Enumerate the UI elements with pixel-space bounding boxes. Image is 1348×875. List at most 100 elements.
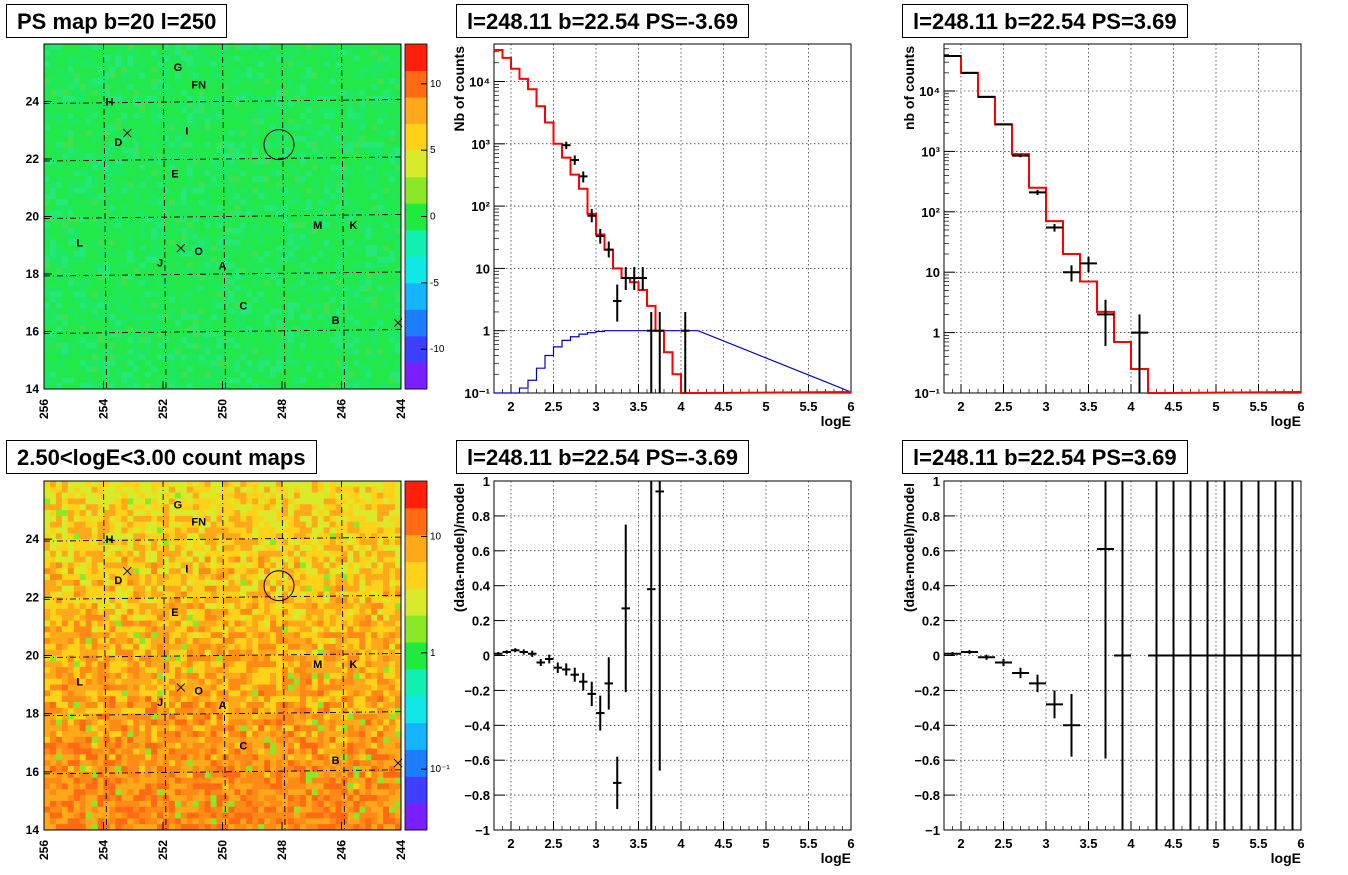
heatmap-cell — [329, 297, 336, 304]
heatmap-cell — [228, 118, 235, 125]
heatmap-cell — [359, 245, 366, 252]
heatmap-cell — [168, 228, 176, 235]
heatmap-cell — [365, 297, 372, 304]
heatmap-cell — [67, 141, 75, 148]
heatmap-cell — [347, 308, 354, 315]
heatmap-cell — [252, 136, 259, 143]
heatmap-cell — [55, 544, 63, 552]
heatmap-cell — [293, 562, 301, 569]
heatmap-cell — [79, 107, 87, 114]
heatmap-cell — [305, 147, 313, 154]
heatmap-cell — [228, 504, 235, 511]
heatmap-cell — [139, 170, 146, 177]
heatmap-cell — [55, 481, 63, 488]
heatmap-cell — [276, 486, 283, 494]
heatmap-cell — [79, 67, 87, 74]
heatmap-cell — [55, 118, 63, 125]
heatmap-cell — [311, 170, 319, 177]
heatmap-cell — [109, 141, 116, 148]
heatmap-cell — [317, 262, 325, 269]
heatmap-cell — [287, 187, 295, 194]
heatmap-cell — [151, 544, 158, 552]
heatmap-cell — [163, 49, 170, 56]
heatmap-cell — [341, 199, 348, 206]
heatmap-cell — [222, 170, 229, 177]
heatmap-cell — [186, 72, 194, 79]
heatmap-cell — [174, 544, 182, 552]
heatmap-cell — [270, 90, 277, 97]
heatmap-cell — [192, 101, 200, 108]
heatmap-cell — [234, 579, 241, 587]
heatmap-cell — [127, 130, 134, 137]
heatmap-cell — [216, 78, 223, 85]
heatmap-cell — [133, 210, 140, 217]
heatmap-cell — [287, 585, 295, 592]
heatmap-cell — [311, 216, 319, 223]
heatmap-cell — [145, 205, 152, 212]
heatmap-cell — [383, 274, 390, 281]
heatmap-cell — [163, 78, 170, 85]
heatmap-cell — [371, 325, 378, 332]
heatmap-cell — [240, 337, 247, 344]
heatmap-cell — [163, 141, 170, 148]
heatmap-cell — [67, 302, 75, 309]
heatmap-cell — [198, 504, 206, 511]
heatmap-cell — [276, 285, 283, 292]
heatmap-cell — [353, 256, 360, 263]
heatmap-cell — [252, 141, 259, 148]
heatmap-cell — [55, 302, 63, 309]
heatmap-cell — [246, 136, 253, 143]
heatmap-cell — [389, 579, 396, 587]
heatmap-cell — [371, 544, 378, 552]
heatmap-cell — [293, 199, 301, 206]
heatmap-cell — [317, 176, 325, 183]
heatmap-cell — [305, 585, 313, 592]
heatmap-cell — [127, 199, 134, 206]
heatmap-cell — [329, 141, 336, 148]
heatmap-cell — [168, 72, 176, 79]
heatmap-cell — [204, 579, 211, 587]
heatmap-cell — [282, 228, 289, 235]
heatmap-cell — [246, 562, 253, 569]
heatmap-cell — [204, 285, 211, 292]
heatmap-cell — [198, 251, 206, 258]
heatmap-cell — [311, 591, 319, 598]
heatmap-cell — [168, 78, 176, 85]
heatmap-cell — [151, 61, 158, 68]
heatmap-cell — [180, 101, 188, 108]
heatmap-cell — [252, 556, 259, 563]
heatmap-cell — [151, 164, 158, 171]
heatmap-cell — [204, 527, 211, 534]
heatmap-cell — [276, 579, 283, 587]
heatmap-cell — [240, 55, 247, 62]
heatmap-cell — [192, 113, 200, 120]
heatmap-cell — [264, 527, 271, 534]
heatmap-cell — [79, 118, 87, 125]
heatmap-cell — [371, 101, 378, 108]
heatmap-cell — [365, 245, 372, 252]
heatmap-cell — [85, 78, 92, 85]
heatmap-cell — [234, 574, 241, 581]
heatmap-cell — [240, 343, 247, 350]
heatmap-cell — [293, 343, 301, 350]
heatmap-cell — [222, 78, 229, 85]
heatmap-cell — [383, 314, 390, 321]
heatmap-cell — [49, 515, 57, 523]
heatmap-cell — [353, 55, 360, 62]
heatmap-cell — [133, 268, 140, 275]
heatmap-cell — [246, 49, 253, 56]
heatmap-cell — [311, 533, 319, 540]
heatmap-cell — [311, 308, 319, 315]
source-label-E: E — [171, 168, 178, 180]
heatmap-cell — [305, 78, 313, 85]
heatmap-cell — [287, 377, 295, 384]
heatmap-cell — [365, 291, 372, 298]
heatmap-cell — [186, 308, 194, 315]
heatmap-cell — [353, 124, 360, 131]
heatmap-cell — [246, 533, 253, 540]
heatmap-cell — [121, 239, 128, 246]
heatmap-cell — [264, 597, 271, 604]
heatmap-cell — [341, 521, 348, 528]
heatmap-cell — [180, 486, 188, 494]
heatmap-cell — [270, 216, 277, 223]
